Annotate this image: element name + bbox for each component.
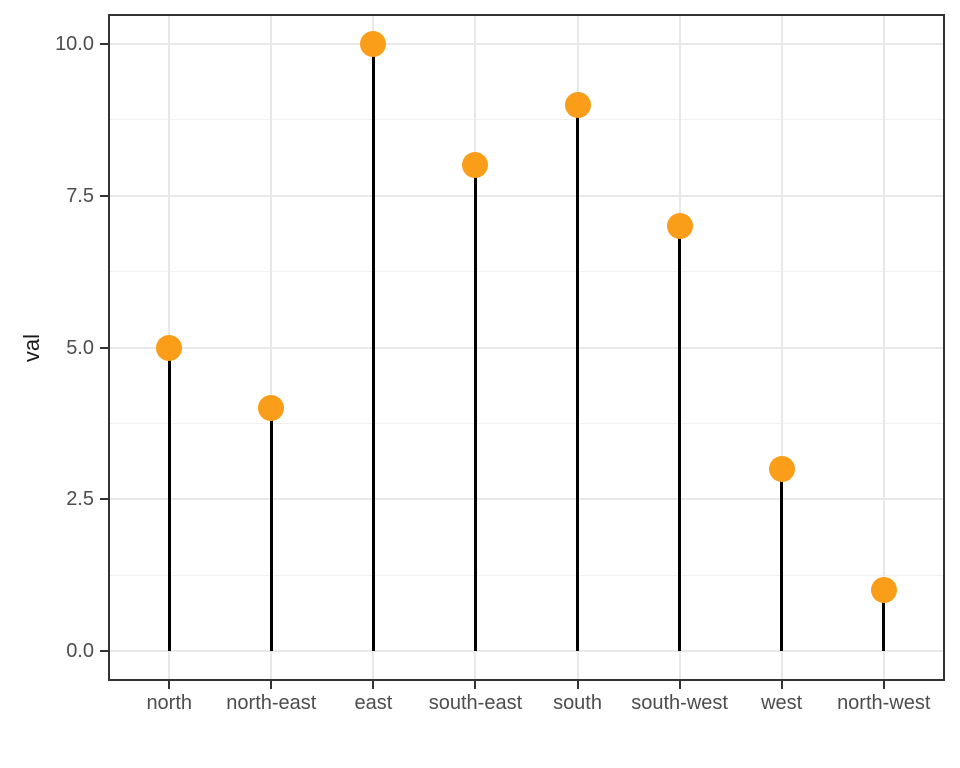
x-tick-label: west bbox=[761, 692, 803, 714]
x-grid-major bbox=[882, 14, 885, 681]
y-grid-major bbox=[108, 498, 945, 501]
lollipop-stem bbox=[576, 104, 580, 651]
lollipop-stem bbox=[678, 226, 682, 651]
y-grid-major bbox=[108, 650, 945, 652]
y-grid-minor bbox=[108, 422, 945, 424]
lollipop-dot bbox=[462, 152, 489, 179]
x-tick-mark bbox=[882, 681, 885, 689]
lollipop-dot bbox=[666, 213, 693, 240]
y-grid-major bbox=[108, 194, 945, 197]
lollipop-stem bbox=[167, 347, 171, 651]
lollipop-stem bbox=[371, 44, 375, 651]
x-grid-major bbox=[270, 14, 273, 681]
lollipop-stem bbox=[882, 590, 886, 651]
x-tick-mark bbox=[576, 681, 579, 689]
y-tick-mark bbox=[100, 498, 108, 501]
x-tick-label: south-east bbox=[428, 692, 523, 714]
x-tick-label: south bbox=[553, 692, 602, 714]
x-tick-mark bbox=[780, 681, 783, 689]
x-tick-label: north-west bbox=[837, 692, 931, 714]
y-tick-label: 7.5 bbox=[66, 184, 94, 207]
x-tick-mark bbox=[678, 681, 681, 689]
lollipop-dot bbox=[870, 577, 897, 604]
y-grid-minor bbox=[108, 574, 945, 576]
y-grid-major bbox=[108, 43, 945, 45]
lollipop-dot bbox=[258, 395, 285, 422]
lollipop-dot bbox=[360, 31, 387, 57]
lollipop-dot bbox=[564, 91, 591, 118]
y-tick-label: 2.5 bbox=[66, 488, 94, 511]
y-tick-mark bbox=[100, 650, 108, 652]
x-tick-label: north bbox=[146, 692, 193, 714]
y-tick-mark bbox=[100, 194, 108, 197]
lollipop-dot bbox=[156, 334, 183, 361]
x-tick-mark bbox=[372, 681, 375, 689]
x-tick-mark bbox=[270, 681, 273, 689]
x-tick-label: south-west bbox=[631, 692, 728, 714]
x-tick-label: north-east bbox=[226, 692, 317, 714]
x-tick-label: east bbox=[354, 692, 393, 714]
y-grid-minor bbox=[108, 119, 945, 121]
x-tick-mark bbox=[168, 681, 171, 689]
y-tick-label: 10.0 bbox=[55, 33, 94, 55]
x-grid-major bbox=[780, 14, 783, 681]
x-tick-mark bbox=[474, 681, 477, 689]
y-tick-mark bbox=[100, 346, 108, 349]
lollipop-stem bbox=[780, 468, 784, 651]
lollipop-stem bbox=[473, 165, 477, 651]
y-grid-major bbox=[108, 346, 945, 349]
lollipop-stem bbox=[269, 408, 273, 651]
plot-panel bbox=[108, 14, 945, 681]
y-tick-mark bbox=[100, 43, 108, 45]
y-tick-label: 0.0 bbox=[66, 640, 94, 662]
y-grid-minor bbox=[108, 271, 945, 273]
lollipop-dot bbox=[768, 455, 795, 482]
y-tick-label: 5.0 bbox=[66, 336, 94, 359]
